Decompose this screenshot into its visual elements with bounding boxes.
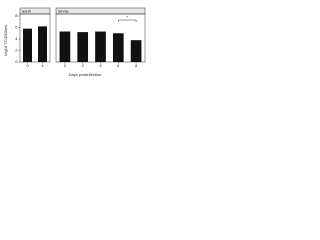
y-tick-label: 0 bbox=[15, 59, 18, 64]
y-tick-label: 6 bbox=[15, 25, 18, 30]
x-tick-label: 8 bbox=[135, 63, 138, 68]
y-tick-label: 4 bbox=[15, 36, 18, 41]
x-tick-label: 4 bbox=[41, 63, 44, 68]
bar bbox=[77, 32, 89, 62]
x-tick-label: 6 bbox=[117, 63, 120, 68]
annotation: * bbox=[126, 15, 128, 20]
y-axis-label: log10 TCID50/mL bbox=[3, 24, 8, 56]
bar bbox=[130, 40, 142, 62]
y-tick-label: 2 bbox=[15, 48, 18, 53]
bar bbox=[38, 26, 47, 63]
x-tick-label: 2 bbox=[82, 63, 85, 68]
x-tick-label: 0 bbox=[64, 63, 67, 68]
panel-title: larvae bbox=[58, 8, 70, 13]
y-tick-label: 8 bbox=[15, 13, 18, 18]
bar bbox=[95, 31, 106, 62]
x-axis-label: Days postinfection bbox=[69, 72, 102, 77]
panel-title: adult bbox=[22, 8, 32, 13]
panel-strip bbox=[55, 7, 146, 15]
significance-bracket bbox=[118, 19, 137, 22]
bar bbox=[59, 31, 71, 62]
x-tick-label: 4 bbox=[99, 63, 102, 68]
x-tick-label: 0 bbox=[26, 63, 29, 68]
bar bbox=[112, 33, 124, 62]
bar bbox=[23, 28, 32, 62]
chart: log10 TCID50/mL Days postinfection adult… bbox=[3, 7, 146, 77]
panel-frame bbox=[19, 13, 51, 63]
